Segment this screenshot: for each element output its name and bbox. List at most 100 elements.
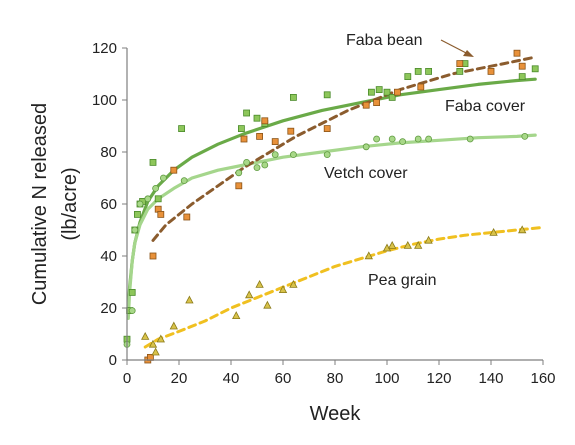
- tick-labels: 0 20 40 60 80 100 120 140 160 0 20 40 60 80 100 120: [92, 40, 556, 387]
- data-point-pea-grain: [148, 339, 158, 348]
- data-point-vetch-cover: [425, 135, 433, 143]
- data-point-pea-grain: [151, 347, 160, 356]
- data-point-pea-grain: [489, 227, 498, 236]
- data-point-vetch-cover: [388, 135, 396, 143]
- data-point-faba-bean: [393, 88, 401, 96]
- data-point-faba-bean: [256, 132, 264, 140]
- data-point-vetch-cover: [399, 138, 407, 146]
- data-point-faba-cover: [243, 109, 251, 117]
- annotation-faba-bean: Faba bean: [346, 32, 423, 49]
- data-point-pea-grain: [289, 279, 298, 288]
- data-point-vetch-cover: [373, 135, 381, 143]
- data-point-faba-bean: [487, 68, 495, 75]
- data-point-pea-grain: [169, 321, 178, 330]
- fit-line-vetch-cover: [126, 133, 537, 320]
- x-tick-label: 160: [530, 370, 555, 387]
- data-point-faba-bean: [271, 138, 279, 146]
- data-point-faba-cover: [404, 73, 412, 80]
- data-point-pea-grain: [364, 251, 373, 260]
- data-point-faba-bean: [417, 83, 425, 91]
- fit-curves: [126, 55, 545, 349]
- data-point-faba-cover: [383, 88, 391, 96]
- data-point-faba-bean: [235, 182, 243, 190]
- data-point-faba-cover: [289, 94, 297, 101]
- data-point-pea-grain: [424, 235, 433, 244]
- y-tick-label: 20: [100, 300, 117, 317]
- data-point-faba-bean: [261, 117, 269, 125]
- data-point-faba-cover: [154, 195, 162, 203]
- annotation-arrow: [440, 39, 474, 57]
- data-point-faba-bean: [157, 210, 165, 218]
- data-point-faba-bean: [456, 60, 464, 67]
- data-point-faba-bean: [373, 99, 381, 106]
- data-point-vetch-cover: [131, 226, 139, 234]
- data-point-pea-grain: [141, 331, 150, 340]
- y-tick-label: 0: [109, 352, 117, 369]
- annotation-pea-grain: Pea grain: [368, 272, 437, 289]
- data-point-pea-grain: [263, 300, 272, 309]
- data-point-pea-grain: [232, 311, 241, 320]
- y-tick-label: 100: [92, 92, 117, 109]
- data-point-faba-bean: [513, 49, 521, 57]
- annotation-faba-cover: Faba cover: [445, 98, 526, 115]
- x-tick-label: 20: [171, 370, 188, 387]
- data-point-vetch-cover: [243, 158, 251, 166]
- data-point-faba-cover: [425, 68, 433, 75]
- data-point-vetch-cover: [271, 151, 279, 159]
- data-point-vetch-cover: [235, 169, 243, 177]
- data-point-faba-bean: [240, 135, 248, 143]
- data-point-faba-bean: [149, 252, 157, 260]
- data-point-faba-cover: [388, 94, 396, 101]
- y-tick-label: 60: [100, 196, 117, 213]
- data-point-vetch-cover: [128, 307, 136, 315]
- data-point-vetch-cover: [144, 195, 152, 203]
- x-tick-label: 80: [327, 370, 344, 387]
- x-tick-label: 40: [223, 370, 240, 387]
- data-point-pea-grain: [278, 285, 288, 294]
- data-point-faba-bean: [518, 62, 526, 70]
- axes: [126, 48, 543, 361]
- data-point-faba-cover: [128, 288, 136, 296]
- data-point-faba-bean: [183, 213, 191, 221]
- data-point-vetch-cover: [414, 135, 422, 143]
- data-point-faba-cover: [414, 68, 422, 75]
- data-point-faba-cover: [178, 125, 186, 132]
- data-point-vetch-cover: [136, 200, 144, 208]
- y-tick-label: 40: [100, 248, 117, 265]
- data-point-faba-bean: [362, 101, 370, 109]
- data-points: [123, 49, 539, 364]
- y-axis-title: Cumulative N released (lb/acre): [29, 103, 81, 305]
- data-point-faba-bean: [170, 166, 178, 174]
- y-tick-label: 80: [100, 144, 117, 161]
- data-point-faba-cover: [367, 88, 375, 96]
- data-point-vetch-cover: [323, 151, 331, 159]
- data-point-vetch-cover: [152, 184, 160, 192]
- annotation-vetch-cover: Vetch cover: [324, 165, 408, 182]
- data-point-pea-grain: [388, 240, 397, 249]
- data-point-vetch-cover: [521, 132, 529, 140]
- x-axis-title: Week: [310, 403, 362, 425]
- data-point-pea-grain: [403, 240, 412, 249]
- data-point-faba-cover: [375, 86, 383, 93]
- y-axis-title-line2: (lb/acre): [59, 167, 81, 240]
- data-point-faba-cover: [518, 73, 526, 80]
- data-point-vetch-cover: [362, 143, 370, 151]
- data-point-faba-bean: [323, 125, 331, 132]
- data-point-pea-grain: [414, 240, 423, 249]
- data-point-vetch-cover: [180, 177, 188, 185]
- data-point-faba-cover: [456, 68, 464, 75]
- fit-line-pea-grain: [143, 225, 545, 349]
- x-tick-label: 60: [275, 370, 292, 387]
- data-point-vetch-cover: [289, 151, 297, 159]
- x-tick-label: 100: [374, 370, 399, 387]
- y-axis-title-line1: Cumulative N released: [29, 103, 51, 305]
- data-point-pea-grain: [245, 290, 254, 299]
- fit-line-faba-bean: [151, 55, 537, 242]
- data-point-vetch-cover: [261, 161, 269, 169]
- x-tick-label: 140: [478, 370, 503, 387]
- data-point-pea-grain: [518, 225, 527, 234]
- data-point-vetch-cover: [466, 135, 474, 143]
- data-point-faba-cover: [237, 125, 245, 132]
